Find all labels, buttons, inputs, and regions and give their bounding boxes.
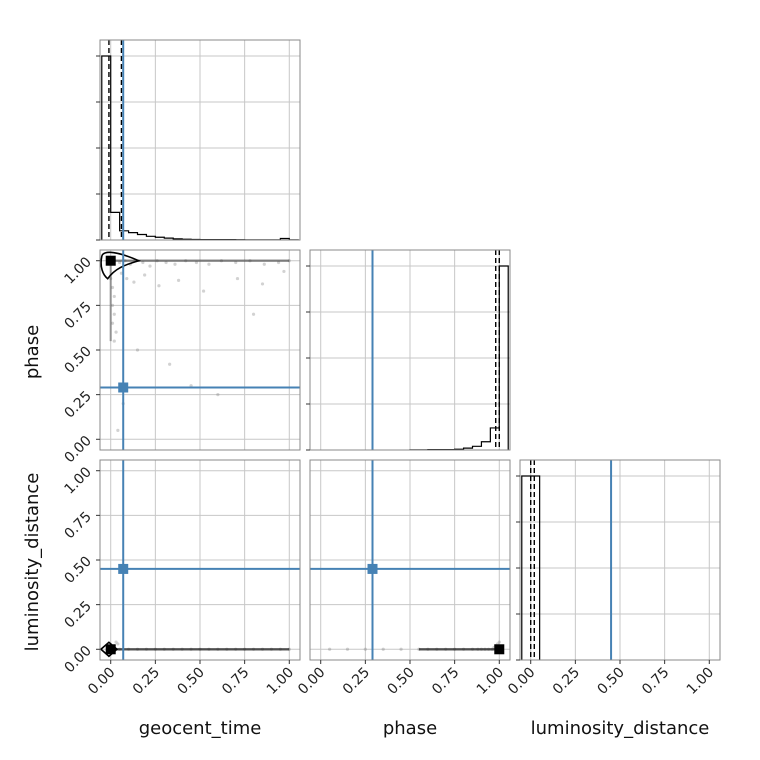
scatter-phase_vs_geocent_time-point-37: [135, 348, 140, 352]
scatter-phase_vs_geocent_time-point-20: [110, 303, 115, 307]
xtick-label-phase-3: 0.75: [429, 665, 462, 698]
x-axis-label-luminosity-distance: luminosity_distance: [531, 718, 710, 739]
y-axis-label-luminosity-distance: luminosity_distance: [22, 473, 43, 652]
hist-geocent_time-frame: [99, 39, 301, 241]
xtick-label-luminosity_distance-1: 0.25: [550, 665, 583, 698]
xtick-label-phase-4: 1.00: [474, 665, 507, 698]
scatter-phase_vs_geocent_time-point-28: [125, 276, 129, 281]
hist-phase-frame: [309, 249, 511, 451]
xtick-label-phase-1: 0.25: [340, 665, 373, 698]
scatter-phase_vs_geocent_time-point-9: [173, 262, 177, 266]
ytick-label-phase-4: 1.00: [61, 254, 94, 287]
y-axis-label-phase: phase: [22, 325, 43, 379]
scatter-phase_vs_geocent_time-point-16: [262, 262, 266, 266]
grid-layer: [100, 40, 720, 660]
xtick-label-geocent_time-3: 0.75: [219, 665, 252, 698]
data-layer: [99, 40, 613, 660]
scatter-phase_vs_geocent_time-point-32: [176, 278, 181, 282]
scatter-phase_vs_geocent_time-point-36: [282, 269, 286, 274]
ytick-label-phase-3: 0.75: [61, 299, 94, 332]
scatter-phase_vs_geocent_time-point-29: [132, 280, 136, 284]
scatter-luminosity_distance_vs_geocent_time-point-23: [114, 640, 118, 644]
scatter-luminosity_distance_vs_phase-point-1: [345, 647, 350, 651]
ytick-label-phase-0: 0.00: [61, 433, 94, 466]
ytick-label-luminosity_distance-2: 0.50: [61, 554, 94, 587]
scatter-luminosity_distance_vs_geocent_time-peak-marker: [105, 644, 116, 655]
scatter-phase_vs_geocent_time-point-6: [148, 264, 152, 268]
scatter-phase_vs_geocent_time-point-41: [251, 312, 256, 316]
scatter-phase_vs_geocent_time-point-19: [110, 285, 115, 290]
scatter-luminosity_distance_vs_phase-point-0: [328, 647, 332, 651]
xtick-label-geocent_time-1: 0.25: [130, 665, 163, 698]
ytick-label-luminosity_distance-1: 0.25: [61, 598, 94, 631]
scatter-phase_vs_geocent_time-point-40: [216, 393, 220, 397]
scatter-phase_vs_geocent_time-point-38: [168, 362, 172, 366]
scatter-luminosity_distance_vs_phase-truth-marker: [367, 563, 378, 574]
scatter-luminosity_distance_vs_phase-point-20: [497, 640, 501, 644]
scatter-phase_vs_geocent_time-point-24: [112, 339, 116, 343]
xtick-label-geocent_time-2: 0.50: [174, 665, 207, 698]
scatter-luminosity_distance_vs_phase-point-2: [363, 647, 367, 651]
xtick-label-luminosity_distance-0: 0.00: [505, 665, 538, 698]
scatter-phase_vs_geocent_time-point-21: [110, 321, 115, 325]
scatter-phase_vs_geocent_time-point-23: [112, 312, 116, 316]
scatter-phase_vs_geocent_time-point-25: [114, 330, 118, 334]
scatter-luminosity_distance_vs_geocent_time-truth-marker: [118, 563, 129, 574]
ytick-label-phase-2: 0.50: [61, 344, 94, 377]
xtick-label-phase-0: 0.00: [295, 665, 328, 698]
scatter-luminosity_distance_vs_phase-peak-marker: [494, 644, 505, 655]
ytick-label-phase-1: 0.25: [61, 388, 94, 421]
tick-layer: 0.00 0.25 0.50 0.75 1.000.00 0.25 0.50 0.75 1.00…: [61, 55, 717, 698]
ytick-label-luminosity_distance-3: 0.75: [61, 509, 94, 542]
scatter-luminosity_distance_vs_phase-point-3: [381, 647, 385, 651]
scatter-phase_vs_geocent_time-point-43: [116, 428, 120, 432]
scatter-phase_vs_geocent_time-point-26: [109, 276, 113, 281]
scatter-phase_vs_geocent_time-point-34: [235, 276, 240, 281]
scatter-phase_vs_geocent_time-peak-marker: [105, 255, 116, 266]
xtick-label-luminosity_distance-4: 1.00: [684, 665, 717, 698]
xtick-label-geocent_time-0: 0.00: [85, 665, 118, 698]
scatter-luminosity_distance_vs_geocent_time-point-22: [116, 642, 120, 646]
scatter-phase_vs_geocent_time-point-22: [112, 294, 116, 299]
x-axis-label-phase: phase: [383, 718, 437, 739]
scatter-phase_vs_geocent_time-point-12: [207, 262, 211, 266]
scatter-phase_vs_geocent_time-point-33: [201, 289, 206, 293]
scatter-phase_vs_geocent_time-truth-marker: [118, 382, 129, 393]
xtick-label-luminosity_distance-3: 0.75: [639, 665, 672, 698]
ytick-label-luminosity_distance-4: 1.00: [61, 464, 94, 497]
scatter-luminosity_distance_vs_phase-point-4: [399, 647, 403, 651]
ytick-label-luminosity_distance-0: 0.00: [61, 643, 94, 676]
scatter-phase_vs_geocent_time-point-31: [157, 284, 161, 288]
xtick-label-luminosity_distance-2: 0.50: [594, 665, 627, 698]
xtick-label-geocent_time-4: 1.00: [264, 665, 297, 698]
xtick-label-phase-2: 0.50: [384, 665, 417, 698]
scatter-phase_vs_geocent_time-contour: [100, 251, 142, 280]
scatter-phase_vs_geocent_time-point-30: [143, 273, 147, 277]
scatter-phase_vs_geocent_time-point-35: [260, 282, 265, 286]
x-axis-label-geocent-time: geocent_time: [139, 718, 262, 739]
